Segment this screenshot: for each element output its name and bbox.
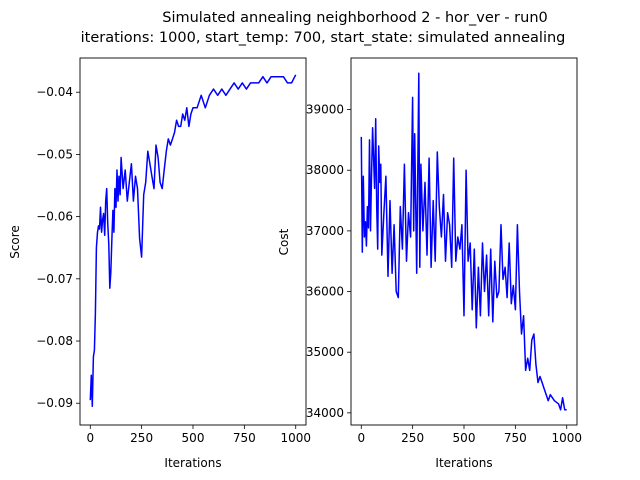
figure-title-line1: Simulated annealing neighborhood 2 - hor… [162,10,548,26]
score-ytick-label: −0.08 [36,334,73,348]
score-ytick-label: −0.04 [36,85,73,99]
score-plot-frame [79,57,307,426]
score-xlabel: Iterations [164,456,221,470]
cost-xtick-label: 750 [504,431,527,445]
cost-ytick-label: 38000 [306,163,344,177]
cost-xtick-label: 0 [357,431,365,445]
score-subplot: 0 250 500 750 1000 −0.09 −0.08 −0.07 −0.06 −0.05… [8,57,311,470]
cost-x-ticks: 0 250 500 750 1000 [357,425,582,445]
score-ytick-label: −0.06 [36,210,73,224]
cost-ytick-label: 35000 [306,345,344,359]
cost-ytick-label: 39000 [306,103,344,117]
cost-series-line [360,72,567,411]
score-xtick-label: 0 [86,431,94,445]
cost-ylabel: Cost [277,228,291,255]
cost-plot-frame [350,57,578,426]
figure-title-line2: iterations: 1000, start_temp: 700, start… [81,30,566,46]
cost-xtick-label: 500 [453,431,476,445]
score-ytick-label: −0.07 [36,272,73,286]
score-xtick-label: 750 [233,431,256,445]
cost-ytick-label: 36000 [306,285,344,299]
score-xtick-label: 1000 [280,431,311,445]
cost-y-ticks: 34000 35000 36000 37000 38000 39000 [306,103,351,420]
score-ylabel: Score [8,225,22,259]
cost-xtick-label: 1000 [551,431,582,445]
score-series-line [89,74,297,408]
score-ytick-label: −0.05 [36,147,73,161]
score-xtick-label: 250 [130,431,153,445]
cost-xtick-label: 250 [401,431,424,445]
score-y-ticks: −0.09 −0.08 −0.07 −0.06 −0.05 −0.04 [36,85,80,410]
cost-xlabel: Iterations [435,456,492,470]
score-x-ticks: 0 250 500 750 1000 [86,425,311,445]
cost-ytick-label: 34000 [306,406,344,420]
score-ytick-label: −0.09 [36,396,73,410]
cost-ytick-label: 37000 [306,224,344,238]
cost-subplot: 0 250 500 750 1000 34000 35000 36000 37000 38000… [277,57,582,470]
score-xtick-label: 500 [182,431,205,445]
